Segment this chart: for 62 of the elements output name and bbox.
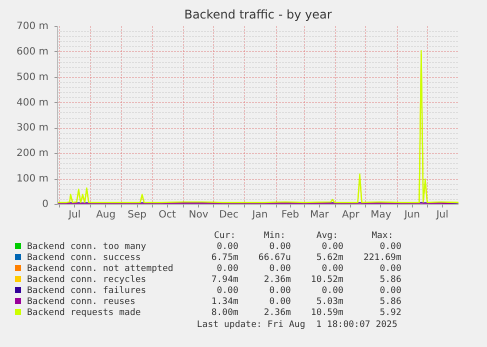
y-tick-label: 400 m <box>16 97 49 108</box>
text: 6.75m <box>210 253 240 264</box>
x-tick-label: Jul <box>435 210 448 220</box>
y-tick-label: 600 m <box>16 46 49 58</box>
text: 8.00m <box>210 308 240 319</box>
text: 0.00 <box>378 286 402 297</box>
text: 66.67u <box>257 253 292 264</box>
text: Min: <box>262 231 286 242</box>
text: 0.00 <box>268 242 292 253</box>
text: 0.00 <box>268 286 292 297</box>
text: 0.00 <box>378 242 402 253</box>
text: 10.52m <box>310 275 344 286</box>
text: 0.00 <box>268 264 292 275</box>
y-tick-label: 300 m <box>16 122 49 134</box>
text: 0.00 <box>216 242 240 253</box>
legend-label: Backend conn. success <box>27 253 142 264</box>
x-tick-label: Nov <box>188 210 208 220</box>
text: 221.69m <box>362 253 402 264</box>
x-tick-label: Mar <box>310 210 330 220</box>
text: 0.00 <box>216 264 240 275</box>
text: 0.00 <box>216 286 240 297</box>
x-tick-label: Jan <box>251 210 268 220</box>
y-tick-label: 500 m <box>16 72 49 83</box>
text: Last update: Fri Aug 1 18:00:07 2025 <box>196 319 398 331</box>
text: Max: <box>370 231 394 242</box>
y-tick-label: 100 m <box>16 174 49 185</box>
x-tick-label: Feb <box>281 210 300 220</box>
y-tick-label: 0 <box>42 199 49 210</box>
text: 5.92 <box>378 308 402 319</box>
text: 0.00 <box>320 286 344 297</box>
legend-label: Backend conn. too many <box>27 242 148 253</box>
y-tick-label: 200 m <box>16 148 49 160</box>
text: Cur: <box>213 231 237 242</box>
x-tick-label: May <box>370 210 392 220</box>
text: Avg: <box>315 231 340 242</box>
text: 0.00 <box>378 264 402 275</box>
x-tick-label: Aug <box>96 210 116 220</box>
text: 1.34m <box>210 297 240 308</box>
x-tick-label: Dec <box>219 210 238 220</box>
x-tick-label: Jun <box>403 210 420 220</box>
text: 0.00 <box>268 297 292 308</box>
text: 0.00 <box>320 264 344 275</box>
text: 7.94m <box>210 275 240 286</box>
chart-title: Backend traffic - by year <box>184 8 332 22</box>
text: 5.86 <box>378 275 402 286</box>
legend-label: Backend conn. recycles <box>27 275 148 286</box>
text: 2.36m <box>262 275 292 286</box>
legend-label: Backend requests made <box>27 308 142 319</box>
text: 5.62m <box>315 253 344 264</box>
x-tick-label: Apr <box>342 210 360 220</box>
text: 5.86 <box>378 297 402 308</box>
legend-label: Backend conn. reuses <box>27 297 136 308</box>
text: 5.03m <box>315 297 344 308</box>
x-tick-label: Sep <box>128 210 147 220</box>
text: 0.00 <box>320 242 344 253</box>
x-tick-label: Oct <box>158 210 176 220</box>
x-tick-label: Jul <box>68 210 81 220</box>
legend-label: Backend conn. not attempted <box>27 264 174 275</box>
y-tick-label: 700 m <box>16 21 49 32</box>
legend-label: Backend conn. failures <box>27 286 148 297</box>
text: 2.36m <box>262 308 292 319</box>
text: 10.59m <box>310 308 344 319</box>
